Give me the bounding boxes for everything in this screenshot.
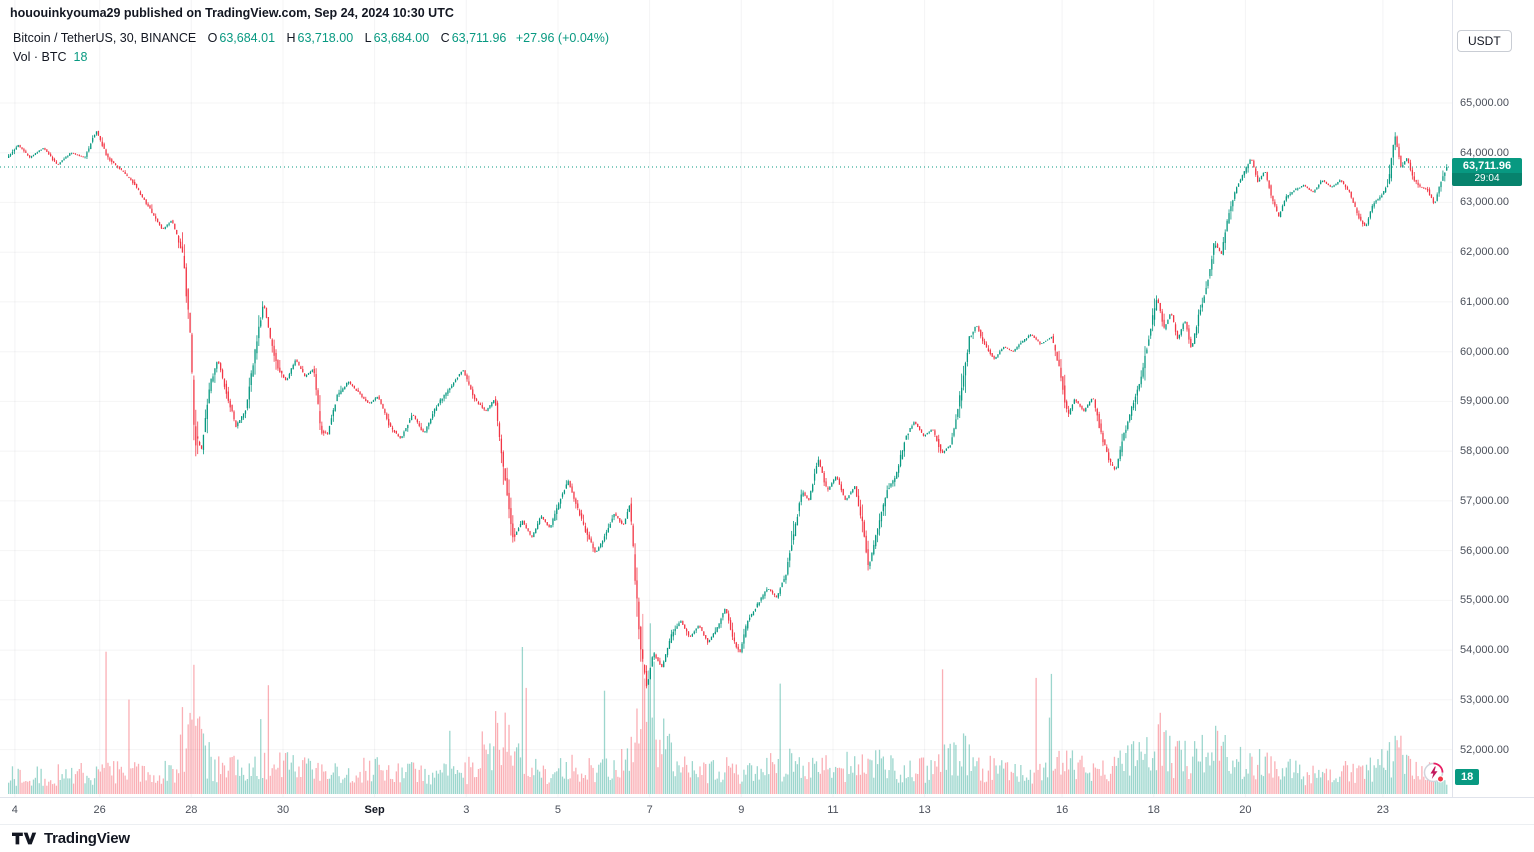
attribution-text: hououinkyouma29 published on TradingView… xyxy=(10,6,454,20)
close-value: 63,711.96 xyxy=(451,31,507,45)
low-value: 63,684.00 xyxy=(373,31,430,45)
time-axis[interactable]: 4 26 28 30 Sep 3 5 7 9 11 13 16 18 20 23 xyxy=(0,797,1534,825)
price-axis-label: 52,000.00 xyxy=(1460,743,1509,756)
price-axis[interactable]: 65,000.00 64,000.00 63,000.00 62,000.00 61,0… xyxy=(1452,0,1534,797)
volume-label[interactable]: Vol · BTC xyxy=(13,50,67,64)
time-axis-label: 9 xyxy=(738,804,745,816)
price-axis-label: 60,000.00 xyxy=(1460,345,1509,358)
last-price-badge: 63,711.96 29:04 xyxy=(1452,158,1522,187)
tradingview-logo-icon[interactable] xyxy=(12,830,37,847)
event-lightning-icon[interactable] xyxy=(1423,762,1445,784)
bar-countdown: 29:04 xyxy=(1452,173,1522,187)
time-axis-label: 13 xyxy=(918,804,931,816)
close-label: C xyxy=(440,31,450,45)
price-axis-label: 57,000.00 xyxy=(1460,494,1509,507)
open-label: O xyxy=(207,31,218,45)
price-axis-label: 58,000.00 xyxy=(1460,445,1509,458)
currency-button[interactable]: USDT xyxy=(1457,30,1512,52)
time-axis-label: 3 xyxy=(463,804,470,816)
low-label: L xyxy=(364,31,372,45)
price-axis-label: 53,000.00 xyxy=(1460,693,1509,706)
price-axis-label: 55,000.00 xyxy=(1460,594,1509,607)
price-axis-label: 61,000.00 xyxy=(1460,295,1509,308)
price-axis-label: 63,000.00 xyxy=(1460,196,1509,209)
time-axis-label: 23 xyxy=(1376,804,1390,816)
time-axis-label: 26 xyxy=(93,804,106,816)
high-value: 63,718.00 xyxy=(297,31,354,45)
time-axis-label: 4 xyxy=(11,804,18,816)
price-axis-label: 59,000.00 xyxy=(1460,395,1509,408)
time-axis-label: 7 xyxy=(646,804,653,816)
time-axis-label: 30 xyxy=(276,804,290,816)
brand-name[interactable]: TradingView xyxy=(44,830,130,847)
time-axis-label: 11 xyxy=(827,804,839,816)
footer-bar: TradingView xyxy=(0,824,1534,852)
change-value: +27.96 (+0.04%) xyxy=(515,31,609,45)
high-label: H xyxy=(286,31,296,45)
last-price-value: 63,711.96 xyxy=(1452,158,1522,174)
time-axis-label: 16 xyxy=(1055,804,1069,816)
open-value: 63,684.01 xyxy=(219,31,276,45)
symbol-title[interactable]: Bitcoin / TetherUS, 30, BINANCE xyxy=(13,31,197,45)
price-axis-label: 65,000.00 xyxy=(1460,96,1509,109)
price-axis-label: 56,000.00 xyxy=(1460,544,1509,557)
time-axis-label: 20 xyxy=(1239,804,1252,816)
chart-legend: Bitcoin / TetherUS, 30, BINANCE O 63,684.… xyxy=(13,31,609,45)
time-axis-label: 18 xyxy=(1147,804,1160,816)
time-axis-label: 5 xyxy=(554,804,562,816)
price-axis-label: 62,000.00 xyxy=(1460,246,1509,259)
time-axis-label: Sep xyxy=(364,804,385,816)
volume-legend: Vol · BTC 18 xyxy=(13,50,87,64)
volume-value: 18 xyxy=(73,50,88,64)
price-axis-label: 64,000.00 xyxy=(1460,146,1509,159)
time-axis-label: 28 xyxy=(185,804,198,816)
price-axis-label: 54,000.00 xyxy=(1460,644,1509,657)
volume-axis-badge: 18 xyxy=(1455,769,1480,785)
